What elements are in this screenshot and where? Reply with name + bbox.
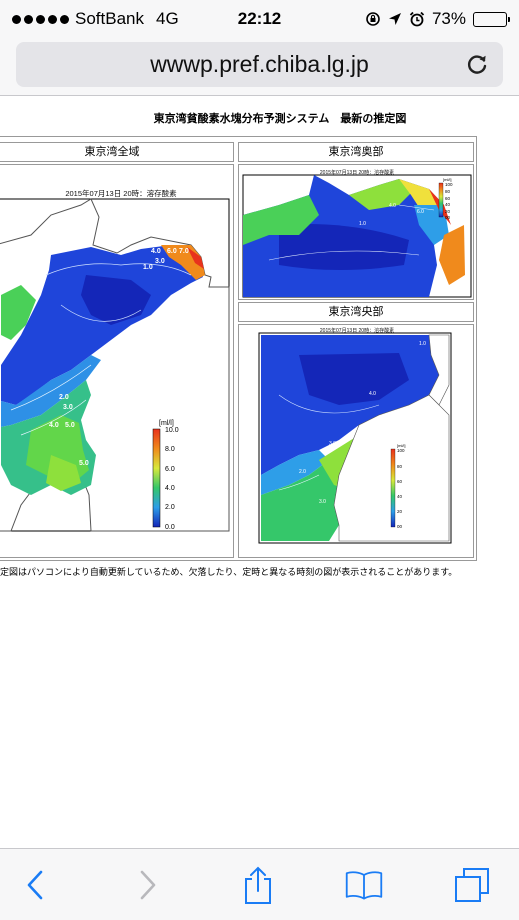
url-text: wwwp.pref.chiba.lg.jp <box>150 51 369 77</box>
whole-contour-labels: 4.0 6.0 7.0 1.0 3.0 1.0 5.0 2.0 3.0 4.0 … <box>49 248 189 467</box>
panel-header-central: 東京湾央部 <box>238 302 474 322</box>
contour-label: 3.0 <box>155 258 165 265</box>
chevron-left-icon <box>27 870 43 900</box>
legend-tick: 40 <box>397 494 403 499</box>
browser-toolbar <box>0 848 519 920</box>
panel-central-bay: 2015年07月13日 20時：溶存酸素 1.0 4.0 3.0 2.0 3.0 <box>238 324 474 558</box>
legend-tick: 00 <box>397 524 403 529</box>
contour-label: 4.0 <box>369 391 376 397</box>
legend-tick: 2.0 <box>165 504 175 511</box>
back-button[interactable] <box>15 865 55 905</box>
svg-text:[ml/l]: [ml/l] <box>397 443 405 448</box>
battery-percent: 73% <box>431 9 466 28</box>
legend-tick: 80 <box>397 464 403 469</box>
legend-tick: 8.0 <box>165 446 175 453</box>
contour-label: 4.0 <box>151 248 161 255</box>
legend-unit: [ml/l] <box>159 420 174 427</box>
share-icon <box>245 866 271 904</box>
address-bar[interactable]: wwwp.pref.chiba.lg.jp <box>16 42 503 87</box>
bookmarks-icon <box>345 871 383 900</box>
chevron-right-icon <box>140 870 156 900</box>
status-bar: SoftBank 4G 22:12 73% <box>0 0 519 38</box>
signal-strength-icon <box>12 14 69 24</box>
contour-label: 5.0 <box>109 346 119 353</box>
contour-label: 1.0 <box>359 221 366 227</box>
location-icon <box>388 13 401 25</box>
legend-tick: 6.0 <box>165 466 175 473</box>
legend-tick: 40 <box>445 202 451 207</box>
rotation-lock-icon <box>366 12 380 26</box>
legend-tick: 20 <box>445 209 451 214</box>
page-title: 東京湾貧酸素水塊分布予測システム 最新の推定図 <box>153 113 407 125</box>
contour-label: 4.0 <box>389 203 396 209</box>
panel-header-inner: 東京湾奥部 <box>238 142 474 162</box>
contour-label: 1.0 <box>143 264 153 271</box>
contour-label: 2.0 <box>299 469 306 475</box>
legend-tick: 60 <box>445 196 451 201</box>
central-bay-map: 2015年07月13日 20時：溶存酸素 1.0 4.0 3.0 2.0 3.0 <box>258 327 452 544</box>
legend-tick: 10.0 <box>165 427 179 434</box>
panel-whole-bay: 2015年07月13日 20時：溶存酸素 4.0 <box>0 164 234 558</box>
legend-tick: 60 <box>397 479 403 484</box>
legend-tick: 100 <box>397 448 405 453</box>
alarm-icon <box>409 11 425 27</box>
legend-tick: 4.0 <box>165 485 175 492</box>
inner-bay-map: 2015年07月13日 20時：溶存酸素 4.0 1.0 6.0 [ml/l] <box>242 169 472 298</box>
central-map-title: 2015年07月13日 20時：溶存酸素 <box>320 327 394 334</box>
contour-label: 5.0 <box>79 460 89 467</box>
legend-tick: 0.0 <box>165 524 175 531</box>
web-page-content: 東京湾貧酸素水塊分布予測システム 最新の推定図 東京湾全域 2015年07月13… <box>0 96 519 848</box>
inner-map-title: 2015年07月13日 20時：溶存酸素 <box>320 169 394 176</box>
tabs-icon <box>455 868 489 902</box>
contour-label: 7.0 <box>179 248 189 255</box>
contour-label: 3.0 <box>319 499 326 505</box>
svg-text:[ml/l]: [ml/l] <box>443 177 451 182</box>
contour-label: 3.0 <box>63 404 73 411</box>
battery-icon <box>473 11 510 27</box>
contour-label: 1.0 <box>101 356 111 363</box>
reload-icon[interactable] <box>463 50 491 78</box>
bookmarks-button[interactable] <box>344 865 384 905</box>
contour-label: 1.0 <box>419 341 426 347</box>
share-button[interactable] <box>238 865 278 905</box>
contour-label: 6.0 <box>167 248 177 255</box>
contour-label: 2.0 <box>59 394 69 401</box>
browser-address-area: wwwp.pref.chiba.lg.jp <box>0 38 519 96</box>
legend-tick: 80 <box>445 189 451 194</box>
tabs-button[interactable] <box>452 865 492 905</box>
contour-label: 1.0 <box>141 345 151 352</box>
carrier-name: SoftBank <box>75 9 144 28</box>
panel-header-whole: 東京湾全域 <box>0 142 234 162</box>
panel-inner-bay: 2015年07月13日 20時：溶存酸素 4.0 1.0 6.0 [ml/l] <box>238 164 474 300</box>
auto-update-note: 定図はパソコンにより自動更新しているため、欠落したり、定時と異なる時刻の図が表示… <box>0 567 458 577</box>
contour-label: 5.0 <box>65 422 75 429</box>
whole-bay-map: 2015年07月13日 20時：溶存酸素 4.0 <box>0 188 230 532</box>
whole-legend: [ml/l] 10.0 8.0 6.0 4.0 2.0 0.0 <box>152 420 179 531</box>
network-type: 4G <box>156 9 179 28</box>
contour-label: 6.0 <box>417 209 424 215</box>
forward-button[interactable] <box>128 865 168 905</box>
inner-contour-labels: 4.0 1.0 6.0 <box>359 203 424 227</box>
contour-label: 3.0 <box>329 441 336 447</box>
whole-map-title: 2015年07月13日 20時：溶存酸素 <box>65 188 177 198</box>
legend-tick: 20 <box>397 509 403 514</box>
legend-tick: 00 <box>445 215 451 220</box>
legend-tick: 100 <box>445 182 453 187</box>
contour-label: 4.0 <box>49 422 59 429</box>
central-contour-labels: 1.0 4.0 3.0 2.0 3.0 <box>299 341 426 505</box>
